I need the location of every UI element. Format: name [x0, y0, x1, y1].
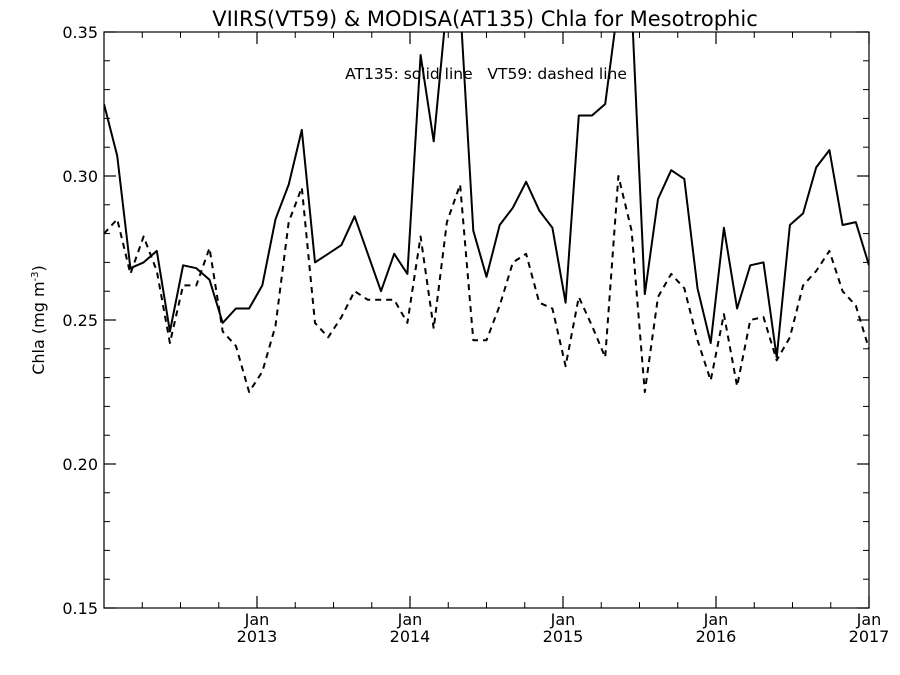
chart-title: VIIRS(VT59) & MODISA(AT135) Chla for Mes…	[212, 7, 758, 31]
x-tick-month: Jan	[550, 610, 576, 629]
series-layer	[104, 32, 869, 393]
x-tick-month: Jan	[397, 610, 423, 629]
y-axis: 0.15 0.20 0.25 0.30 0.35	[62, 23, 869, 618]
series-line-at135	[104, 32, 869, 359]
y-tick-label: 0.25	[62, 311, 98, 330]
y-tick-label: 0.30	[62, 167, 98, 186]
x-tick-year: 2013	[237, 627, 278, 646]
x-tick-month: Jan	[244, 610, 270, 629]
x-tick-month: Jan	[703, 610, 729, 629]
x-tick-year: 2016	[696, 627, 737, 646]
legend-note: AT135: solid line VT59: dashed line	[345, 65, 627, 83]
x-tick-year: 2014	[390, 627, 431, 646]
y-tick-label: 0.35	[62, 23, 98, 42]
y-axis-label-main: Chla (mg m	[29, 281, 48, 374]
x-tick-month: Jan	[856, 610, 882, 629]
y-axis-label-sup: -3	[30, 271, 41, 281]
series-line-vt59	[104, 175, 869, 393]
y-axis-label: Chla (mg m-3)	[29, 265, 48, 375]
y-tick-label: 0.15	[62, 599, 98, 618]
x-tick-year: 2015	[543, 627, 584, 646]
y-axis-label-end: )	[29, 265, 48, 271]
x-tick-year: 2017	[849, 627, 890, 646]
y-tick-label: 0.20	[62, 455, 98, 474]
